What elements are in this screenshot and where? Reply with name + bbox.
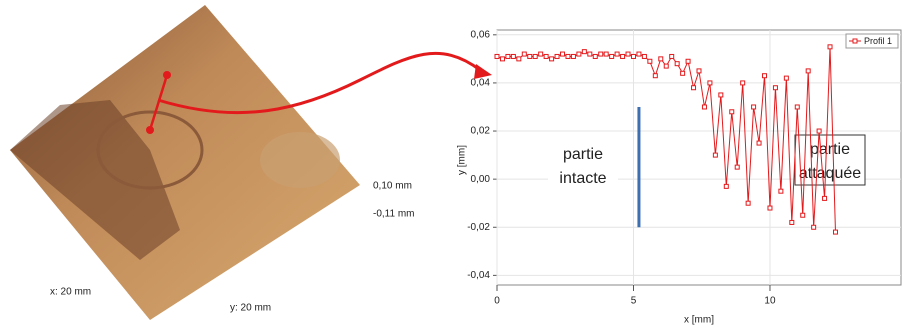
pit [260,132,340,188]
surface [10,5,360,320]
point [772,85,778,91]
annotation: intacte [559,170,606,187]
point [707,80,713,86]
point [701,104,707,110]
point [609,53,615,59]
arrow-head [474,64,492,79]
point [652,73,658,79]
annotation-box [548,140,618,190]
point [516,56,522,62]
point [549,56,555,62]
legend-label: Profil 1 [864,36,892,46]
y-size-label: y: 20 mm [230,303,271,314]
point [783,75,789,81]
point [685,58,691,64]
point [674,61,680,67]
point [527,53,533,59]
z-min-label: -0,11 mm [373,209,415,220]
point [767,205,773,211]
rough-area [10,100,180,260]
point [570,53,576,59]
point [778,188,784,194]
profile-line [148,74,169,131]
y-axis-label: y [mm] [457,145,468,175]
point [494,53,500,59]
point [560,51,566,57]
x-size-label: x: 20 mm [50,287,91,298]
point [696,68,702,74]
point [832,229,838,235]
point [669,53,675,59]
annotation-box [794,134,866,186]
point [636,51,642,57]
point [499,56,505,62]
y-tick-label: 0,04 [471,78,491,89]
point [745,200,751,206]
point [565,53,571,59]
point [510,53,516,59]
y-tick-label: 0,06 [471,29,491,40]
point [521,51,527,57]
point [581,49,587,55]
point [505,53,511,59]
point [751,104,757,110]
point [592,53,598,59]
point [789,219,795,225]
profile-end [146,126,154,134]
point [811,224,817,230]
point [641,53,647,59]
point [647,58,653,64]
point [663,63,669,69]
point [762,73,768,79]
x-tick-label: 0 [494,296,500,307]
point [554,53,560,59]
annotation: attaquée [799,165,861,182]
point [543,53,549,59]
arrow [157,51,481,115]
point [740,80,746,86]
x-tick-label: 5 [631,296,637,307]
y-tick-label: 0,00 [471,174,491,185]
point [538,51,544,57]
legend-box [845,33,899,49]
point [723,183,729,189]
point [658,56,664,62]
surface-image: 0,10 mm -0,11 mm x: 20 mm y: 20 mm [10,5,492,320]
point [816,128,822,134]
point [712,152,718,158]
profile-end [163,71,171,79]
point [576,51,582,57]
y-tick-label: 0,02 [471,126,491,137]
z-max-label: 0,10 mm [373,181,412,192]
point [691,85,697,91]
y-tick-label: -0,02 [467,222,490,233]
y-tick-label: -0,04 [467,270,490,281]
point [630,53,636,59]
x-axis-label: x [mm] [684,315,714,326]
point [587,51,593,57]
point [625,51,631,57]
point [756,140,762,146]
point [805,68,811,74]
point [729,109,735,115]
chart: -0,04 -0,02 0,00 0,02 0,04 0,06 0 5 10 x [mm] y [m… [457,29,902,326]
point [598,51,604,57]
point [620,53,626,59]
point [800,212,806,218]
point [614,51,620,57]
point [822,195,828,201]
point [603,51,609,57]
point [532,53,538,59]
annotation: partie [810,141,850,158]
point [680,70,686,76]
legend-marker [852,38,858,44]
point [827,44,833,50]
point [734,164,740,170]
point [718,92,724,98]
pit [96,110,204,190]
annotation: partie [563,146,603,163]
point [794,104,800,110]
x-tick-label: 10 [764,296,776,307]
